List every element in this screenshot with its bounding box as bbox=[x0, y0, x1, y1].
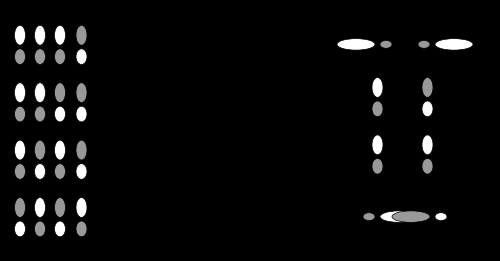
Ellipse shape bbox=[14, 198, 26, 217]
Ellipse shape bbox=[34, 106, 46, 122]
Ellipse shape bbox=[422, 78, 433, 97]
Ellipse shape bbox=[14, 25, 26, 45]
Ellipse shape bbox=[34, 221, 46, 237]
Ellipse shape bbox=[54, 140, 66, 160]
Ellipse shape bbox=[14, 106, 26, 122]
Ellipse shape bbox=[76, 221, 87, 237]
Ellipse shape bbox=[435, 39, 473, 50]
Ellipse shape bbox=[372, 101, 383, 117]
Ellipse shape bbox=[76, 25, 87, 45]
Ellipse shape bbox=[54, 49, 66, 64]
Ellipse shape bbox=[34, 198, 46, 217]
Ellipse shape bbox=[14, 83, 26, 103]
Ellipse shape bbox=[372, 135, 383, 155]
Ellipse shape bbox=[418, 40, 430, 48]
Ellipse shape bbox=[34, 25, 46, 45]
Ellipse shape bbox=[76, 140, 87, 160]
Ellipse shape bbox=[14, 221, 26, 237]
Ellipse shape bbox=[34, 140, 46, 160]
Ellipse shape bbox=[380, 40, 392, 48]
Ellipse shape bbox=[54, 25, 66, 45]
Ellipse shape bbox=[422, 158, 433, 174]
Ellipse shape bbox=[14, 49, 26, 64]
Ellipse shape bbox=[54, 198, 66, 217]
Ellipse shape bbox=[76, 106, 87, 122]
Ellipse shape bbox=[337, 39, 375, 50]
Ellipse shape bbox=[372, 78, 383, 97]
Ellipse shape bbox=[422, 101, 433, 117]
Ellipse shape bbox=[54, 106, 66, 122]
Ellipse shape bbox=[54, 83, 66, 103]
Ellipse shape bbox=[54, 221, 66, 237]
Ellipse shape bbox=[34, 164, 46, 179]
Ellipse shape bbox=[435, 213, 447, 221]
Ellipse shape bbox=[380, 211, 418, 222]
Ellipse shape bbox=[76, 198, 87, 217]
Ellipse shape bbox=[76, 83, 87, 103]
Ellipse shape bbox=[363, 213, 375, 221]
Ellipse shape bbox=[392, 211, 430, 222]
Ellipse shape bbox=[76, 164, 87, 179]
Ellipse shape bbox=[14, 164, 26, 179]
Ellipse shape bbox=[54, 164, 66, 179]
Ellipse shape bbox=[14, 140, 26, 160]
Ellipse shape bbox=[34, 49, 46, 64]
Ellipse shape bbox=[372, 158, 383, 174]
Ellipse shape bbox=[34, 83, 46, 103]
Ellipse shape bbox=[76, 49, 87, 64]
Ellipse shape bbox=[422, 135, 433, 155]
